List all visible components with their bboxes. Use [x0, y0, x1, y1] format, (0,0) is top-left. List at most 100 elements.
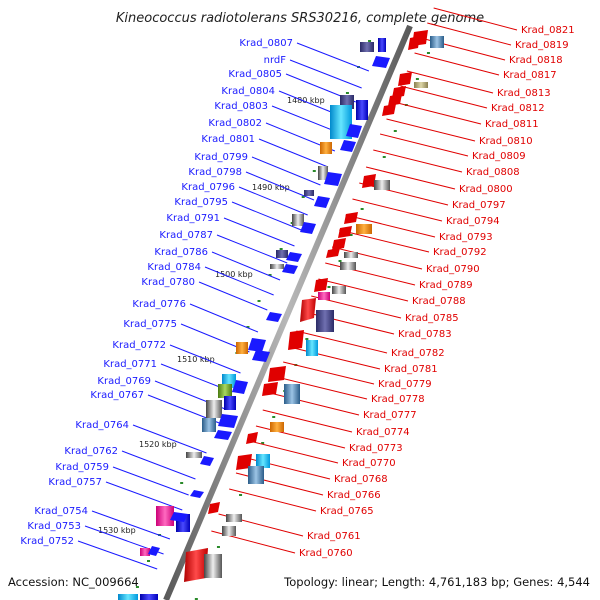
gene-label: Krad_0761 [307, 531, 361, 542]
gene-arrow [266, 312, 282, 322]
gene-box [156, 506, 174, 526]
connector-line [379, 133, 469, 157]
gene-arrow [382, 104, 396, 116]
gene-label: Krad_0772 [112, 340, 166, 351]
ruler-tick [368, 40, 372, 42]
connector-line [318, 278, 409, 302]
ruler-label: 1530 kbp [98, 526, 136, 535]
gene-box [318, 166, 328, 180]
gene-arrow [332, 238, 346, 250]
gene-label: Krad_0770 [342, 458, 396, 469]
gene-arrow [248, 338, 266, 352]
gene-label: Krad_0779 [378, 379, 432, 390]
gene-arrow [170, 512, 188, 522]
gene-box [218, 384, 232, 398]
gene-label: Krad_0811 [485, 119, 539, 130]
ruler-label: 1510 kbp [177, 355, 215, 364]
gene-label: Krad_0798 [188, 167, 242, 178]
ruler-label: 1490 kbp [252, 183, 290, 192]
gene-arrow [282, 264, 298, 274]
connector-line [414, 52, 500, 76]
gene-label: Krad_0808 [466, 167, 520, 178]
gene-label: Krad_0804 [221, 86, 275, 97]
gene-label: Krad_0777 [363, 410, 417, 421]
gene-arrow [232, 380, 248, 394]
ruler-tick [345, 92, 349, 94]
ruler-tick [246, 326, 250, 328]
ruler-label: 1480 kbp [287, 96, 325, 105]
connector-line [198, 281, 268, 311]
gene-label: Krad_0752 [20, 536, 74, 547]
gene-label: Krad_0788 [412, 296, 466, 307]
connector-line [352, 198, 443, 222]
ruler-tick [349, 234, 353, 236]
connector-line [289, 346, 381, 370]
connector-line [283, 361, 375, 385]
gene-label: Krad_0800 [459, 184, 513, 195]
gene-label: Krad_0759 [55, 462, 109, 473]
gene-box [318, 292, 330, 300]
connector-line [289, 59, 362, 89]
gene-arrow [338, 226, 352, 238]
connector-line [105, 481, 183, 511]
gene-label: Krad_0785 [405, 313, 459, 324]
connector-line [211, 251, 281, 281]
gene-box [270, 422, 284, 432]
gene-box [320, 142, 332, 154]
gene-label: Krad_0782 [391, 348, 445, 359]
gene-label: Krad_0794 [446, 216, 500, 227]
map-title: Kineococcus radiotolerans SRS30216, comp… [116, 11, 484, 26]
gene-arrow [252, 350, 270, 362]
connector-line [365, 166, 456, 190]
reverse-gene-labels: Krad_0821 Krad_0819 Krad_0818 Krad_0817 … [299, 25, 575, 559]
connector-line [258, 138, 329, 168]
gene-label: Krad_0773 [349, 443, 403, 454]
gene-arrow [218, 414, 238, 428]
gene-arrow [288, 330, 304, 350]
gene-label: Krad_0776 [132, 299, 186, 310]
ruler-tick [279, 248, 283, 250]
gene-arrow [300, 298, 316, 322]
connector-line [121, 450, 196, 480]
connector-line [345, 214, 436, 238]
gene-box [356, 100, 368, 120]
gene-box [140, 594, 158, 600]
connector-line [251, 156, 321, 186]
gene-box [224, 396, 236, 410]
gene-arrow [388, 94, 402, 106]
gene-label: Krad_0765 [320, 506, 374, 517]
connector-line [262, 409, 353, 433]
connector-line [238, 186, 308, 216]
connector-line [229, 488, 317, 512]
gene-box [202, 418, 216, 432]
connector-line [231, 201, 302, 231]
gene-label: Krad_0802 [208, 118, 262, 129]
connector-line [204, 266, 274, 296]
gene-box [276, 250, 288, 258]
ruler-tick [393, 130, 397, 132]
topology-text: Topology: linear; Length: 4,761,183 bp; … [283, 575, 590, 589]
connector-line [169, 344, 241, 374]
connector-line [373, 149, 463, 173]
ruler-tick [327, 286, 331, 288]
gene-label: Krad_0809 [472, 151, 526, 162]
gene-label: Krad_0796 [181, 182, 235, 193]
gene-box [378, 38, 386, 52]
gene-label: Krad_0793 [439, 232, 493, 243]
gene-box [344, 252, 358, 258]
gene-box [118, 594, 138, 600]
ruler-tick [415, 78, 419, 80]
gene-label: Krad_0780 [141, 277, 195, 288]
gene-label: Krad_0762 [64, 446, 118, 457]
ruler-tick [216, 546, 220, 548]
ruler-tick [426, 52, 430, 54]
gene-label: Krad_0812 [491, 103, 545, 114]
gene-box [356, 224, 372, 234]
ruler-tick [272, 416, 276, 418]
gene-arrow [344, 212, 358, 224]
ruler-tick [312, 170, 316, 172]
gene-box [256, 454, 270, 468]
gene-label: Krad_0799 [194, 152, 248, 163]
forward-gene-labels: Krad_0807 nrdF Krad_0805 Krad_0804 Krad_… [20, 38, 293, 547]
